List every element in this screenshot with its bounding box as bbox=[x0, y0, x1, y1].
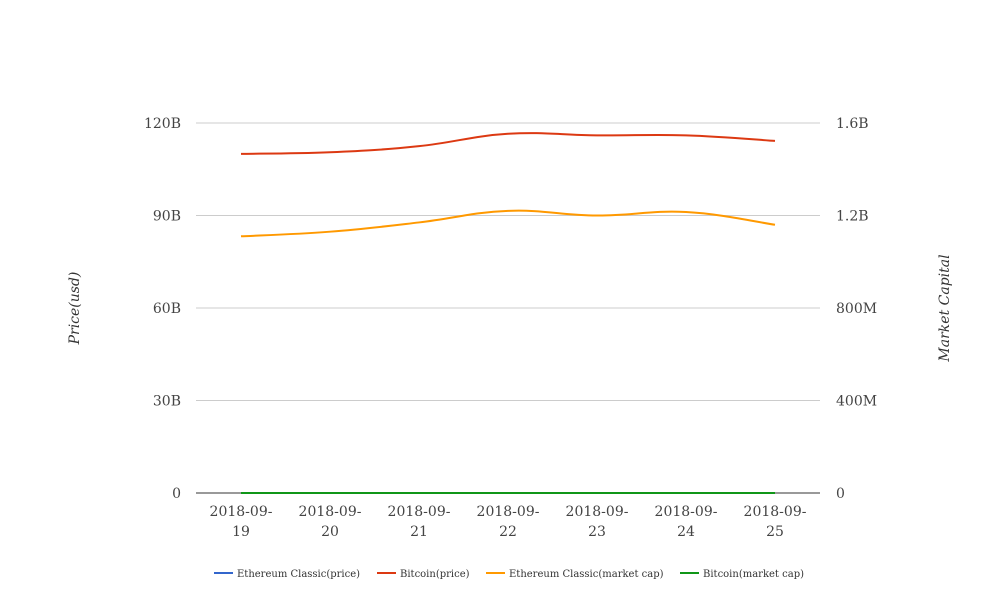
legend-label-ethereum-classic-price: Ethereum Classic(price) bbox=[237, 569, 360, 580]
right-tick-label: 1.2B bbox=[836, 209, 869, 225]
x-tick-label: 2018-09-22 bbox=[477, 504, 540, 540]
series-lines bbox=[240, 132, 776, 495]
right-tick-label: 400M bbox=[836, 394, 877, 410]
x-tick-label: 2018-09-21 bbox=[388, 504, 451, 540]
legend-label-ethereum-classic-market-cap: Ethereum Classic(market cap) bbox=[509, 569, 664, 580]
x-tick-label: 2018-09-20 bbox=[299, 504, 362, 540]
legend-label-bitcoin-market-cap: Bitcoin(market cap) bbox=[703, 569, 804, 580]
right-tick-label: 1.6B bbox=[836, 116, 869, 132]
legend-label-bitcoin-price: Bitcoin(price) bbox=[400, 569, 470, 580]
x-tick-label: 2018-09-23 bbox=[566, 504, 629, 540]
series-line-bitcoin-price bbox=[240, 132, 776, 155]
right-tick-label: 0 bbox=[836, 486, 845, 502]
legend: Ethereum Classic(price) Bitcoin(price) Eth… bbox=[214, 569, 804, 580]
left-tick-label: 120B bbox=[144, 116, 181, 132]
x-tick-label: 2018-09-19 bbox=[210, 504, 273, 540]
left-axis-title: Price(usd) bbox=[67, 272, 83, 346]
left-tick-label: 60B bbox=[153, 301, 181, 317]
x-axis-ticks: 2018-09-19 2018-09-20 2018-09-21 2018-09-22… bbox=[210, 504, 807, 540]
series-line-ethereum-classic-market-cap bbox=[240, 209, 776, 238]
left-tick-label: 0 bbox=[172, 486, 181, 502]
left-tick-label: 90B bbox=[153, 209, 181, 225]
x-tick-label: 2018-09-25 bbox=[744, 504, 807, 540]
left-tick-label: 30B bbox=[153, 394, 181, 410]
left-axis-ticks: 0 30B 60B 90B 120B bbox=[144, 116, 181, 502]
x-tick-label: 2018-09-24 bbox=[655, 504, 718, 540]
right-axis-ticks: 0 400M 800M 1.2B 1.6B bbox=[836, 116, 877, 502]
grid-lines bbox=[196, 122, 820, 494]
right-axis-title: Market Capital bbox=[937, 254, 953, 362]
right-tick-label: 800M bbox=[836, 301, 877, 317]
